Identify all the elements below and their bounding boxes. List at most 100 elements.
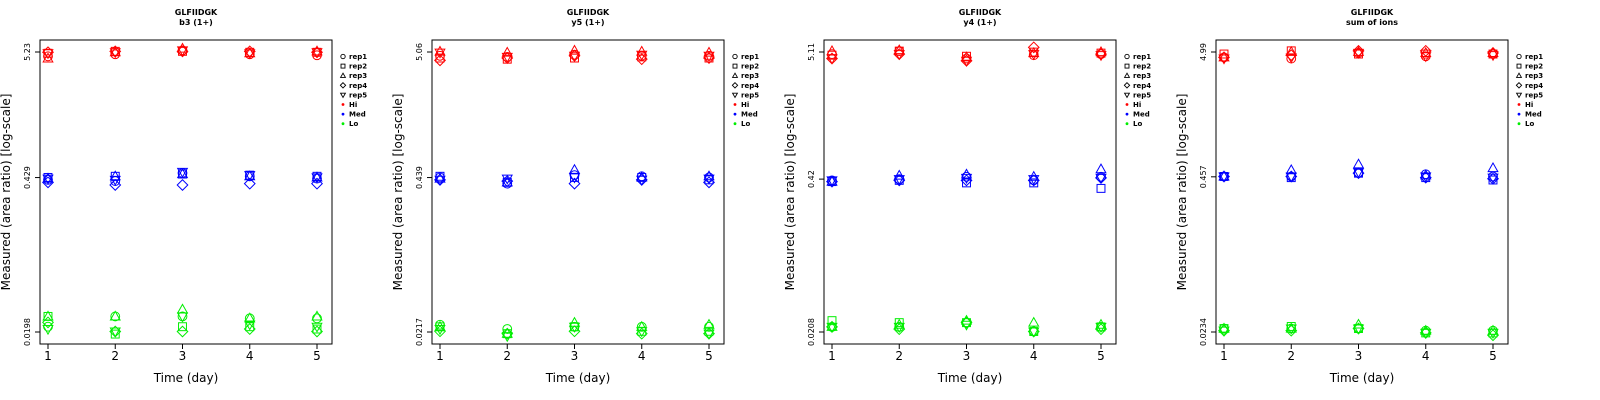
data-point xyxy=(703,52,715,65)
legend-marker xyxy=(1516,53,1522,60)
y-axis-label: Measured (area ratio) [log-scale] xyxy=(0,94,13,291)
data-point xyxy=(960,173,973,184)
x-tick-label: 2 xyxy=(111,349,119,363)
legend-marker xyxy=(1516,63,1522,69)
data-point xyxy=(893,44,905,55)
legend-marker xyxy=(1123,92,1131,99)
data-point xyxy=(1285,53,1297,64)
y-axis-label: Measured (area ratio) [log-scale] xyxy=(784,94,797,291)
legend-marker xyxy=(339,82,347,89)
data-point xyxy=(1352,324,1365,335)
data-point xyxy=(244,171,256,182)
y-tick-label: 0.0198 xyxy=(23,318,32,346)
data-point xyxy=(1218,326,1230,337)
data-point xyxy=(826,322,838,333)
y-axis-label: Measured (area ratio) [log-scale] xyxy=(1176,94,1189,291)
legend-marker xyxy=(732,63,738,69)
legend-label: Lo xyxy=(1525,120,1534,128)
data-point xyxy=(568,51,581,62)
legend-color-dot xyxy=(733,103,737,106)
legend-label: rep4 xyxy=(741,82,759,90)
legend-label: rep2 xyxy=(349,63,367,71)
plot-frame xyxy=(431,39,725,345)
data-point xyxy=(1095,323,1107,336)
data-point xyxy=(635,53,648,66)
chart-panel: GLFIIDGK y4 (1+) 5.11 0.42 0.0208 1 2 3 4 5 Time (… xyxy=(784,0,1176,400)
data-point xyxy=(568,177,581,190)
x-tick-label: 3 xyxy=(571,349,579,363)
data-point xyxy=(893,318,905,329)
panel-title-block: GLFIIDGK y5 (1+) xyxy=(392,8,784,28)
data-point xyxy=(1028,316,1040,327)
legend-marker xyxy=(731,92,739,99)
legend-label: rep1 xyxy=(1133,53,1151,61)
data-point xyxy=(1095,51,1107,62)
scatter-plot: 5.06 0.439 0.0217 1 2 3 4 5 Time (day) Measured (… xyxy=(392,39,759,385)
data-point xyxy=(1487,46,1499,57)
data-point xyxy=(961,317,972,328)
panel-title-block: GLFIIDGK y4 (1+) xyxy=(784,8,1176,28)
data-point xyxy=(703,174,715,185)
data-point xyxy=(109,175,121,186)
legend-color-dot xyxy=(1125,103,1129,106)
data-point xyxy=(1352,45,1365,56)
y-tick-label: 5.23 xyxy=(23,43,32,61)
chart-panel: GLFIIDGK sum of ions 4.99 0.457 0.0234 1 2 3 4 5 T… xyxy=(1176,0,1568,400)
data-point xyxy=(1027,41,1040,54)
data-point xyxy=(960,174,973,187)
data-point xyxy=(245,322,255,332)
legend-label: rep1 xyxy=(349,53,367,61)
legend-label: rep4 xyxy=(1525,82,1543,90)
data-point xyxy=(43,321,53,332)
data-point xyxy=(1285,45,1297,56)
data-point xyxy=(110,329,120,339)
data-point xyxy=(311,322,323,333)
legend-label: Lo xyxy=(1133,120,1142,128)
plot-frame xyxy=(823,39,1117,345)
data-point xyxy=(311,45,323,56)
x-tick-label: 4 xyxy=(246,349,254,363)
data-point xyxy=(109,310,121,321)
data-point xyxy=(109,48,121,59)
data-point xyxy=(501,332,513,343)
legend-label: rep2 xyxy=(1133,63,1151,71)
y-tick-label: 0.0234 xyxy=(1199,318,1208,346)
legend-label: rep2 xyxy=(741,63,759,71)
data-point xyxy=(311,325,323,338)
data-point xyxy=(501,327,514,340)
y-tick-label: 0.42 xyxy=(807,170,816,188)
data-point xyxy=(42,176,54,189)
data-point xyxy=(434,324,446,336)
x-tick-label: 1 xyxy=(828,349,836,363)
data-point xyxy=(109,179,122,191)
legend-label: rep5 xyxy=(741,91,759,99)
data-point xyxy=(42,316,54,329)
data-point xyxy=(568,173,581,184)
x-tick-label: 1 xyxy=(436,349,444,363)
data-point xyxy=(434,48,446,59)
data-point xyxy=(434,325,446,338)
legend-label: Lo xyxy=(349,120,358,128)
legend-label: Hi xyxy=(1525,101,1533,109)
legend-label: Med xyxy=(349,111,366,119)
panel-subtitle: sum of ions xyxy=(1345,18,1399,27)
data-point xyxy=(244,320,256,331)
x-axis-label: Time (day) xyxy=(545,371,611,385)
data-point xyxy=(501,175,514,188)
data-point xyxy=(636,327,648,338)
legend-marker xyxy=(340,63,346,69)
panel-title: GLFIIDGK xyxy=(958,8,1002,17)
panel-subtitle: b3 (1+) xyxy=(179,18,213,27)
data-point xyxy=(434,54,446,67)
data-point xyxy=(1352,48,1365,60)
y-tick-label: 4.99 xyxy=(1199,43,1208,61)
data-point xyxy=(244,312,256,323)
legend-label: Hi xyxy=(741,101,749,109)
legend-marker xyxy=(339,92,347,99)
legend-marker xyxy=(731,72,739,78)
data-point xyxy=(1028,327,1040,338)
data-point xyxy=(42,325,54,336)
legend-label: Med xyxy=(1133,111,1150,119)
